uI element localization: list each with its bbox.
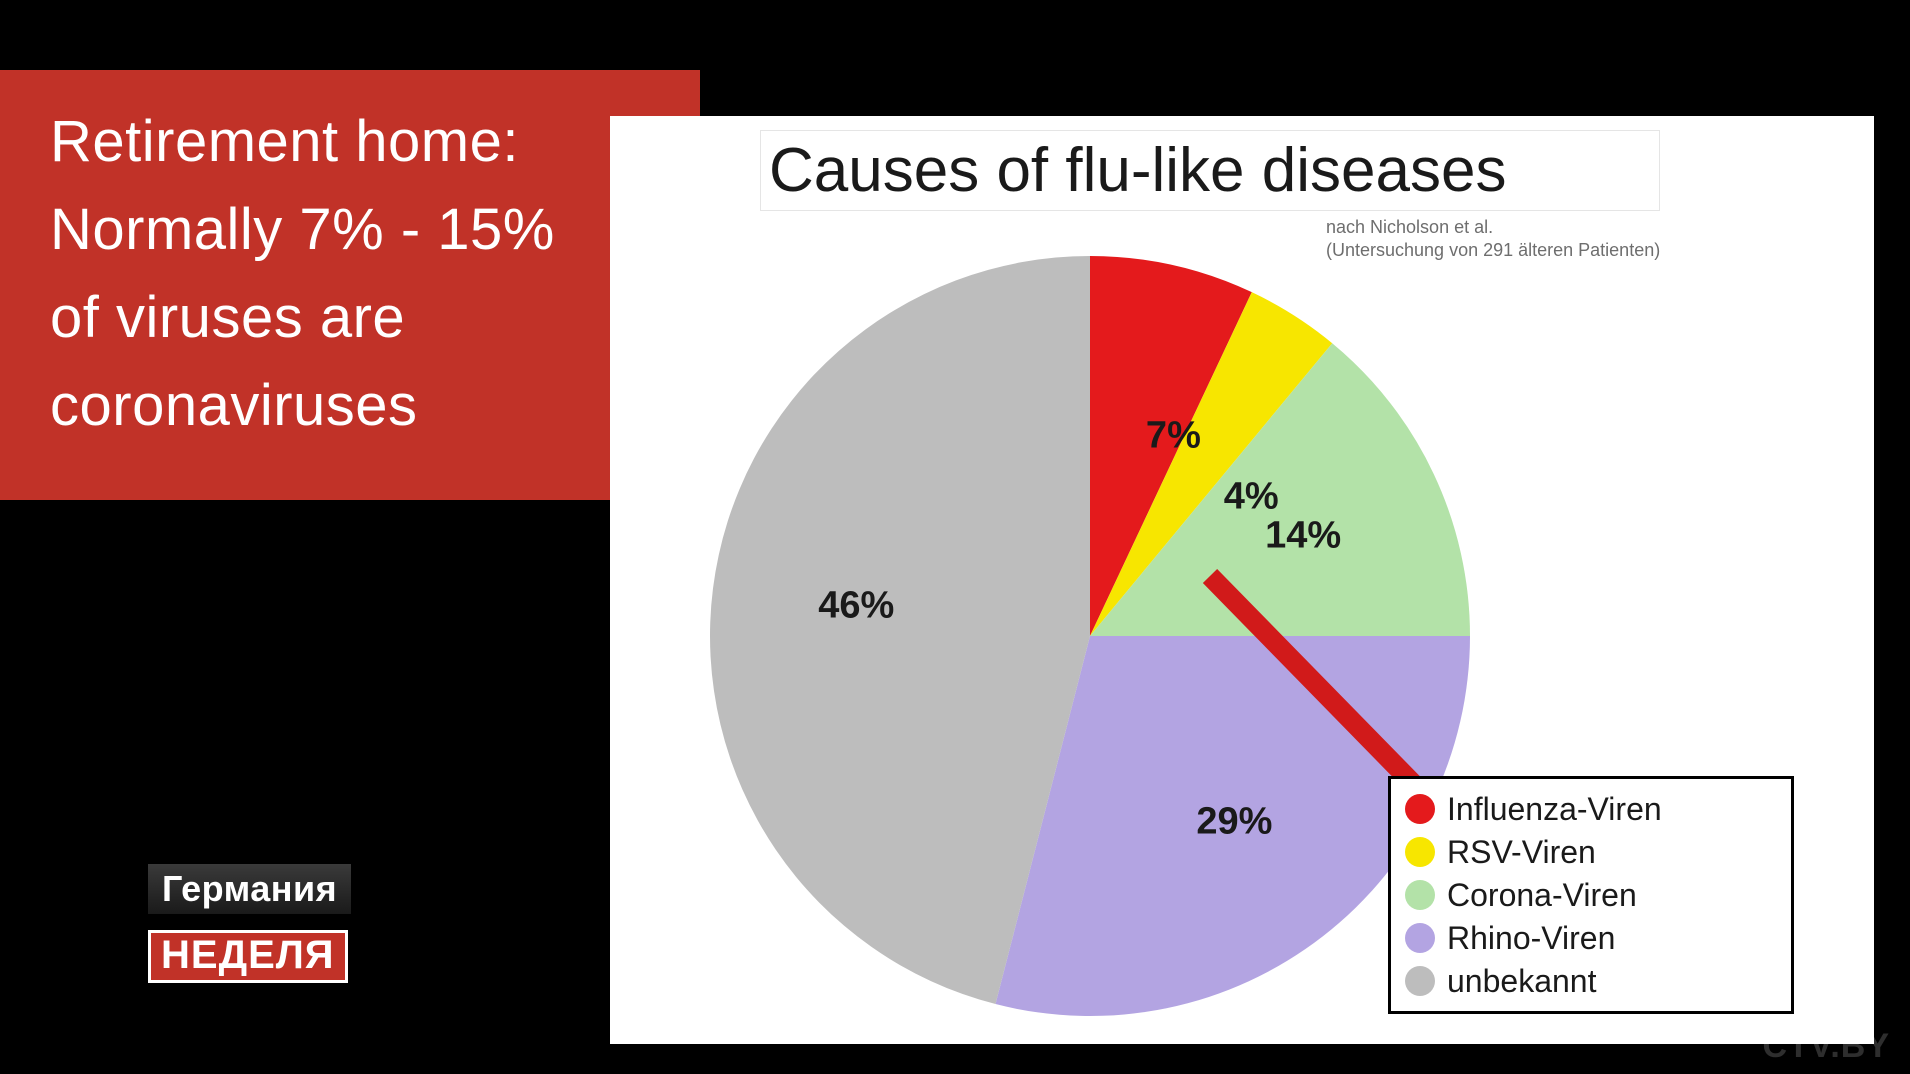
program-tag: НЕДЕЛЯ — [148, 930, 348, 983]
watermark: CTV.BY — [1762, 1027, 1890, 1066]
legend-label: Rhino-Viren — [1447, 920, 1615, 957]
video-frame: Retirement home:Normally 7% - 15%of viru… — [0, 0, 1910, 1074]
chart-title-text: Causes of flu-like diseases — [769, 136, 1506, 205]
chart-title: Causes of flu-like diseases — [760, 130, 1660, 211]
program-tag-text: НЕДЕЛЯ — [161, 933, 335, 977]
legend-label: Influenza-Viren — [1447, 791, 1662, 828]
chart-citation: nach Nicholson et al. (Untersuchung von … — [1326, 216, 1660, 261]
pie-svg — [710, 256, 1470, 1016]
legend-label: unbekannt — [1447, 963, 1596, 1000]
location-tag: Германия — [148, 864, 351, 914]
pie-slice-label: 14% — [1265, 514, 1341, 557]
legend-label: RSV-Viren — [1447, 834, 1596, 871]
pie-slice-label: 29% — [1196, 801, 1272, 844]
pie-slice-label: 46% — [818, 585, 894, 628]
pie-slice-label: 4% — [1224, 476, 1279, 519]
legend-swatch — [1405, 837, 1435, 867]
callout-line: Normally 7% - 15% — [50, 186, 700, 274]
pie-slice-label: 7% — [1146, 415, 1201, 458]
chart-panel: Causes of flu-like diseases nach Nichols… — [610, 116, 1874, 1044]
callout-box: Retirement home:Normally 7% - 15%of viru… — [0, 70, 700, 500]
callout-line: of viruses are — [50, 274, 700, 362]
legend-swatch — [1405, 794, 1435, 824]
chart-citation-line1: nach Nicholson et al. — [1326, 216, 1660, 239]
legend-swatch — [1405, 966, 1435, 996]
legend-item: Rhino-Viren — [1405, 920, 1777, 957]
callout-line: Retirement home: — [50, 98, 700, 186]
legend-swatch — [1405, 880, 1435, 910]
callout-line: coronaviruses — [50, 362, 700, 450]
legend-label: Corona-Viren — [1447, 877, 1637, 914]
chart-legend: Influenza-Viren RSV-Viren Corona-Viren Rhin… — [1388, 776, 1794, 1014]
legend-item: RSV-Viren — [1405, 834, 1777, 871]
legend-item: Corona-Viren — [1405, 877, 1777, 914]
legend-item: unbekannt — [1405, 963, 1777, 1000]
location-tag-text: Германия — [162, 868, 337, 909]
pie-chart: 7% 4%14% 29% 46% — [710, 256, 1470, 1016]
watermark-text: CTV.BY — [1762, 1027, 1890, 1065]
legend-item: Influenza-Viren — [1405, 791, 1777, 828]
legend-swatch — [1405, 923, 1435, 953]
